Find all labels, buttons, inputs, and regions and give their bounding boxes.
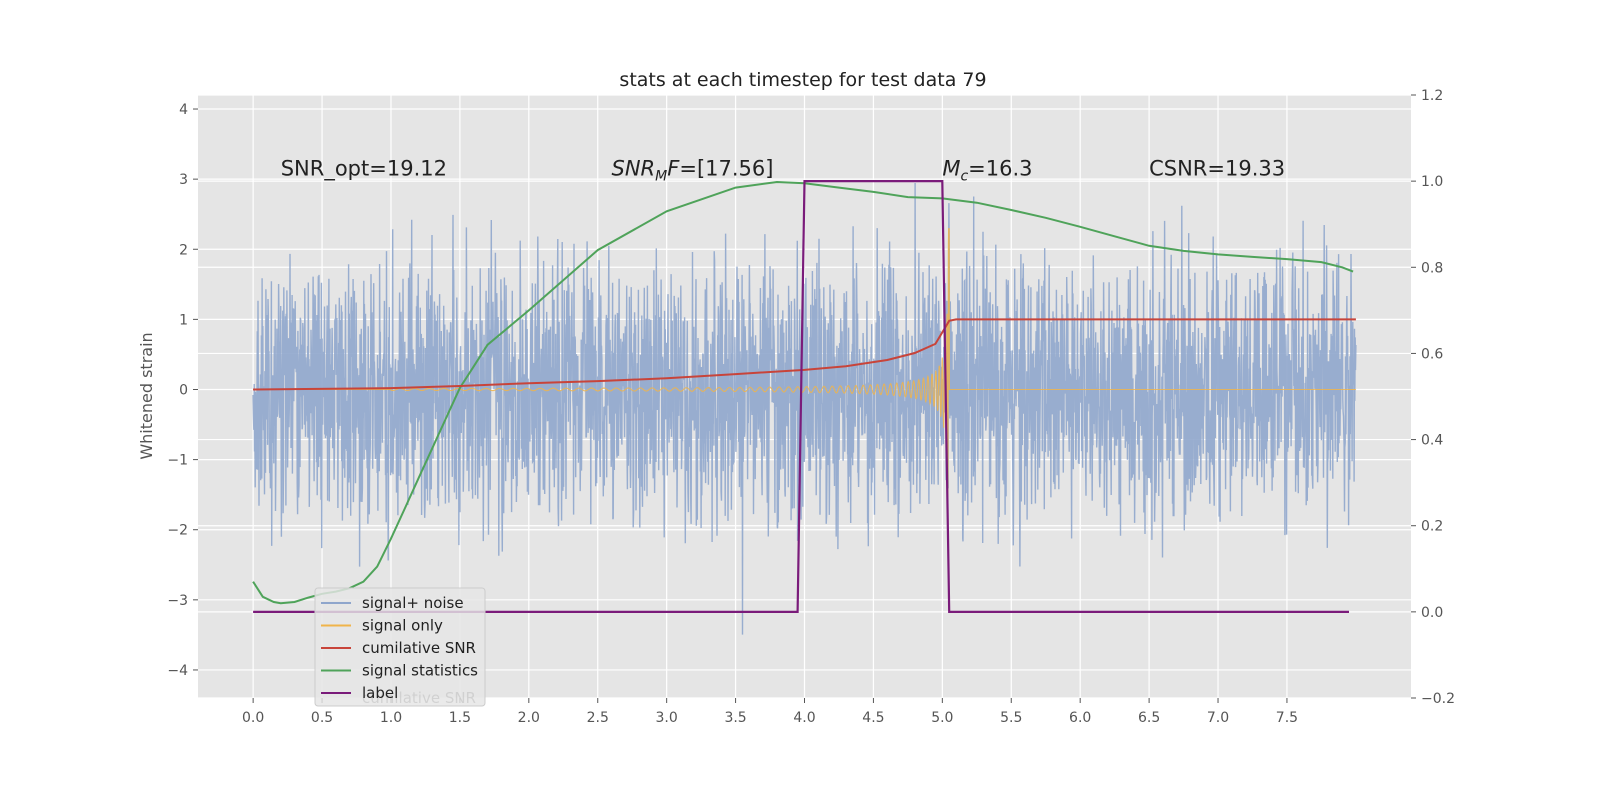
x-tick-label: 1.0 xyxy=(380,710,402,726)
y-tick-label: 1 xyxy=(179,312,188,328)
y2-tick-label: 0.2 xyxy=(1421,519,1443,535)
legend-entry: label xyxy=(362,684,398,702)
x-tick-label: 1.5 xyxy=(449,710,471,726)
y-tick-label: −4 xyxy=(167,663,188,679)
series-cumulative-snr-line xyxy=(253,318,1356,391)
axis-layer: 0.0 0.5 1.0 1.5 2.0 2.5 3.0 3.5 4.0 4.5 5.0 5.5 6.0 6… xyxy=(167,88,1455,726)
x-tick-label: 6.0 xyxy=(1069,710,1091,726)
series-label-line xyxy=(253,180,1349,613)
x-tick-label: 2.0 xyxy=(518,710,540,726)
legend-entry: signal only xyxy=(362,617,443,635)
y2-tick-label: 0.4 xyxy=(1421,433,1443,449)
y-tick-label: −2 xyxy=(167,523,188,539)
annotation-snr-mf-suffix: F xyxy=(667,157,680,181)
annotation-chirp-mass-subscript: c xyxy=(960,169,968,185)
y-tick-label: 3 xyxy=(179,172,188,188)
x-tick-label: 7.0 xyxy=(1207,710,1229,726)
annotation-snr-mf-base: SNR xyxy=(612,157,656,181)
x-tick-label: 6.5 xyxy=(1138,710,1160,726)
y2-tick-label: 0.0 xyxy=(1421,605,1443,621)
annotation-layer: SNR_opt=19.12 SNRMF=[17.56] Mc=16.3 CSNR=19… xyxy=(281,157,1285,185)
x-tick-label: 5.0 xyxy=(931,710,953,726)
x-tick-label: 0.0 xyxy=(242,710,264,726)
annotation-chirp-mass: Mc=16.3 xyxy=(942,157,1032,185)
annotation-csnr: CSNR=19.33 xyxy=(1149,157,1285,181)
legend-entry: cumilative SNR xyxy=(362,639,476,657)
y2-tick-label: 0.8 xyxy=(1421,260,1443,276)
chart-title: stats at each timestep for test data 79 xyxy=(619,69,986,91)
y2-tick-label: −0.2 xyxy=(1421,691,1455,707)
x-tick-label: 3.0 xyxy=(656,710,678,726)
x-tick-label: 5.5 xyxy=(1000,710,1022,726)
annotation-chirp-mass-value: =16.3 xyxy=(968,157,1032,181)
x-tick-label: 2.5 xyxy=(587,710,609,726)
annotation-snr-opt: SNR_opt=19.12 xyxy=(281,157,447,182)
x-tick-label: 4.0 xyxy=(793,710,815,726)
legend-entry: signal+ noise xyxy=(362,594,464,612)
y2-tick-label: 0.6 xyxy=(1421,346,1443,362)
series-signal-only-line xyxy=(253,228,1356,505)
y-axis-label: Whitened strain xyxy=(137,332,156,459)
legend-box xyxy=(314,587,486,707)
y-tick-label: −1 xyxy=(167,453,188,469)
legend-entry: signal statistics xyxy=(362,662,478,680)
y-tick-label: 0 xyxy=(179,382,188,398)
series-signal-noise-line xyxy=(252,182,1357,635)
annotation-snr-mf-subscript: M xyxy=(655,169,667,185)
y-tick-label: 2 xyxy=(179,242,188,258)
x-tick-label: 0.5 xyxy=(311,710,333,726)
y2-tick-label: 1.2 xyxy=(1421,88,1443,104)
annotation-chirp-mass-base: M xyxy=(942,157,960,181)
annotation-snr-mf-value: =[17.56] xyxy=(679,157,773,181)
y-tick-label: −3 xyxy=(167,593,188,609)
y2-tick-label: 1.0 xyxy=(1421,174,1443,190)
x-tick-label: 4.5 xyxy=(862,710,884,726)
x-tick-label: 7.5 xyxy=(1276,710,1298,726)
y-tick-label: 4 xyxy=(179,102,188,118)
annotation-snr-mf: SNRMF=[17.56] xyxy=(612,157,774,185)
x-tick-label: 3.5 xyxy=(724,710,746,726)
